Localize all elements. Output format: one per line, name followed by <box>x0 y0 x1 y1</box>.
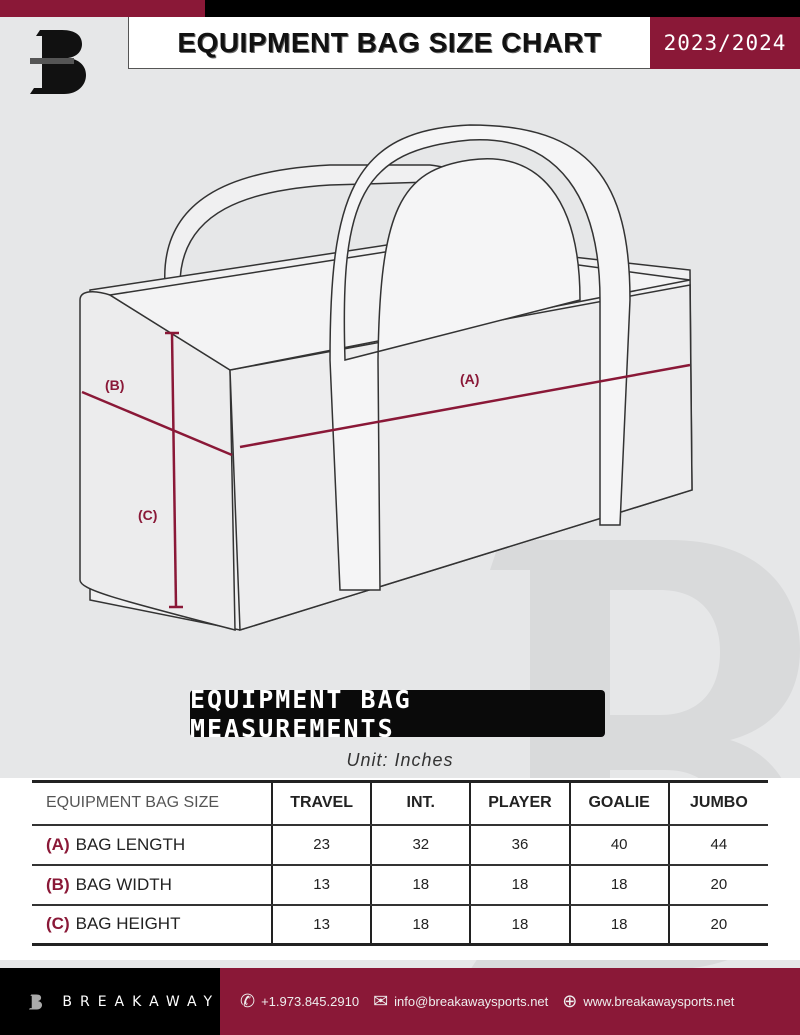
cell: 13 <box>270 864 372 906</box>
top-black-bar <box>205 0 800 17</box>
breakaway-logo-small <box>28 994 43 1009</box>
cell: 32 <box>370 824 471 866</box>
row-letter: (A) <box>46 834 70 854</box>
table-header-row: EQUIPMENT BAG SIZE TRAVEL INT. PLAYER GO… <box>32 781 768 826</box>
website-link[interactable]: www.breakawaysports.net <box>583 994 735 1009</box>
section-title: EQUIPMENT BAG MEASUREMENTS <box>190 685 605 743</box>
table-row: (C) BAG HEIGHT 13 18 18 18 20 <box>32 904 768 946</box>
cell: 44 <box>667 824 768 866</box>
label-c: (C) <box>138 507 157 523</box>
row-name: BAG HEIGHT <box>75 914 181 934</box>
bag-diagram: (A) (B) (C) <box>79 124 693 632</box>
row-letter: (B) <box>46 874 70 894</box>
column-header: TRAVEL <box>270 781 372 826</box>
row-label: (C) BAG HEIGHT <box>32 904 272 946</box>
footer-brand: BREAKAWAY <box>0 968 220 1035</box>
top-accent-bar <box>0 0 205 17</box>
label-a: (A) <box>460 371 479 387</box>
season-badge: 2023/2024 <box>650 17 800 69</box>
email-link[interactable]: info@breakawaysports.net <box>394 994 549 1009</box>
page-title: EQUIPMENT BAG SIZE CHART <box>177 26 602 58</box>
column-header: GOALIE <box>568 781 669 826</box>
row-label: (A) BAG LENGTH <box>32 824 272 866</box>
cell: 18 <box>469 864 570 906</box>
cell: 20 <box>667 904 768 946</box>
brand-name: BREAKAWAY <box>62 993 220 1010</box>
column-header: PLAYER <box>469 781 570 826</box>
cell: 18 <box>370 864 471 906</box>
title-box: EQUIPMENT BAG SIZE CHART <box>128 17 650 69</box>
breakaway-logo <box>30 30 86 94</box>
cell: 40 <box>568 824 669 866</box>
unit-label: Unit: Inches <box>346 750 454 770</box>
cell: 18 <box>568 904 669 946</box>
globe-icon: ⊕ <box>562 991 578 1011</box>
label-b: (B) <box>105 377 124 393</box>
row-label: (B) BAG WIDTH <box>32 864 272 906</box>
size-table: EQUIPMENT BAG SIZE TRAVEL INT. PLAYER GO… <box>32 780 768 946</box>
table-row: (B) BAG WIDTH 13 18 18 18 20 <box>32 864 768 906</box>
header-label: EQUIPMENT BAG SIZE <box>32 781 272 826</box>
row-name: BAG LENGTH <box>75 834 186 854</box>
cell: 36 <box>469 824 570 866</box>
cell: 13 <box>270 904 372 946</box>
row-name: BAG WIDTH <box>75 874 172 894</box>
cell: 18 <box>568 864 669 906</box>
footer-contact: ✆ +1.973.845.2910 ✉ info@breakawaysports.n… <box>220 968 800 1035</box>
email-icon: ✉ <box>373 991 389 1011</box>
row-letter: (C) <box>46 914 70 934</box>
size-table-area: EQUIPMENT BAG SIZE TRAVEL INT. PLAYER GO… <box>0 778 800 960</box>
column-header: JUMBO <box>667 781 768 826</box>
table-row: (A) BAG LENGTH 23 32 36 40 44 <box>32 824 768 866</box>
cell: 18 <box>469 904 570 946</box>
phone-icon: ✆ <box>240 991 256 1011</box>
column-header: INT. <box>370 781 471 826</box>
cell: 20 <box>667 864 768 906</box>
cell: 18 <box>370 904 471 946</box>
phone-link[interactable]: +1.973.845.2910 <box>261 994 360 1009</box>
cell: 23 <box>270 824 372 866</box>
